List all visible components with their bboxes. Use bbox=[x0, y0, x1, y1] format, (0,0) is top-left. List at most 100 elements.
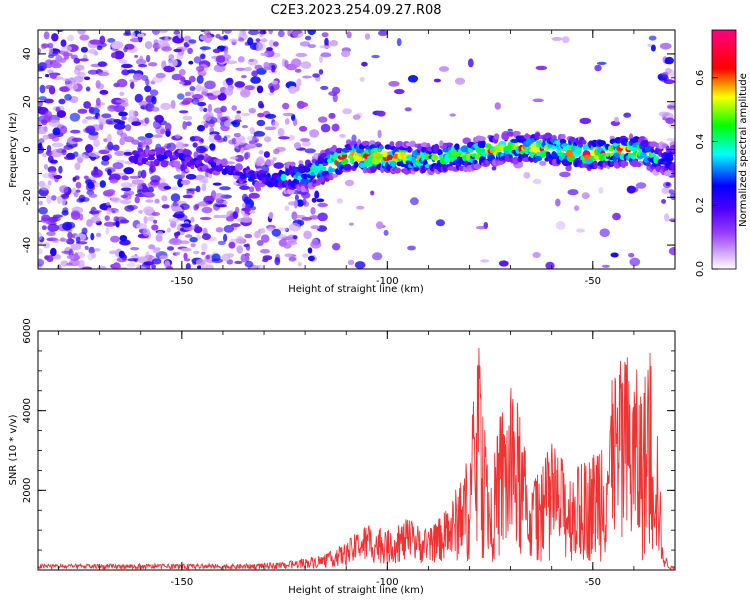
noise-blob bbox=[175, 141, 185, 150]
noise-blob bbox=[154, 48, 158, 52]
noise-blob bbox=[244, 260, 254, 268]
noise-blob bbox=[243, 213, 249, 219]
ridge-blob bbox=[480, 140, 486, 148]
noise-blob bbox=[262, 255, 273, 261]
noise-blob bbox=[321, 32, 329, 38]
noise-blob bbox=[659, 42, 672, 50]
noise-blob bbox=[103, 138, 109, 143]
noise-blob bbox=[244, 255, 250, 263]
ridge-blob bbox=[496, 160, 504, 165]
noise-blob bbox=[38, 248, 43, 255]
noise-blob bbox=[38, 206, 48, 215]
noise-blob bbox=[43, 31, 50, 40]
noise-blob bbox=[137, 170, 142, 178]
noise-blob bbox=[113, 50, 125, 60]
noise-blob bbox=[224, 87, 234, 96]
noise-blob bbox=[223, 225, 234, 233]
noise-blob bbox=[272, 120, 279, 129]
noise-blob bbox=[648, 35, 657, 41]
noise-blob bbox=[190, 216, 195, 223]
noise-blob bbox=[160, 128, 166, 135]
noise-blob bbox=[56, 30, 64, 33]
noise-blob bbox=[324, 37, 329, 47]
noise-blob bbox=[320, 52, 332, 58]
ridge-blob bbox=[320, 166, 327, 171]
noise-blob bbox=[301, 141, 311, 147]
noise-blob bbox=[49, 73, 57, 79]
noise-blob bbox=[44, 164, 48, 170]
ridge-blob bbox=[523, 134, 532, 139]
noise-blob bbox=[145, 251, 150, 259]
noise-blob bbox=[251, 70, 258, 77]
noise-blob bbox=[74, 162, 81, 171]
noise-blob bbox=[84, 76, 91, 81]
ridge-blob bbox=[477, 136, 486, 142]
noise-blob bbox=[131, 139, 140, 145]
noise-blob bbox=[658, 74, 669, 83]
noise-blob bbox=[433, 78, 441, 83]
noise-blob bbox=[118, 111, 128, 117]
noise-blob bbox=[223, 34, 229, 40]
noise-blob bbox=[40, 119, 48, 126]
noise-blob bbox=[151, 224, 159, 231]
noise-blob bbox=[85, 116, 94, 120]
noise-blob bbox=[185, 121, 192, 126]
noise-blob bbox=[241, 125, 249, 129]
noise-blob bbox=[99, 89, 109, 95]
noise-blob bbox=[48, 119, 61, 127]
noise-blob bbox=[245, 143, 257, 149]
noise-blob bbox=[195, 258, 206, 266]
noise-blob bbox=[231, 105, 237, 111]
noise-blob bbox=[248, 108, 256, 114]
noise-blob bbox=[394, 88, 405, 95]
noise-blob bbox=[264, 126, 276, 131]
noise-blob bbox=[314, 190, 320, 199]
noise-blob bbox=[664, 56, 674, 65]
noise-blob bbox=[44, 59, 54, 69]
noise-blob bbox=[205, 254, 210, 260]
noise-blob bbox=[166, 142, 177, 152]
noise-blob bbox=[223, 47, 229, 55]
ridge-blob bbox=[324, 157, 329, 164]
noise-blob bbox=[303, 230, 312, 240]
noise-blob bbox=[302, 198, 307, 206]
noise-blob bbox=[312, 73, 320, 78]
ridge-blob bbox=[395, 141, 402, 147]
noise-blob bbox=[161, 195, 168, 202]
noise-blob bbox=[238, 37, 245, 42]
noise-blob bbox=[55, 55, 63, 63]
noise-blob bbox=[668, 189, 675, 195]
noise-blob bbox=[196, 65, 205, 72]
noise-blob bbox=[494, 102, 501, 110]
noise-blob bbox=[55, 106, 61, 113]
noise-blob bbox=[197, 101, 207, 107]
noise-blob bbox=[112, 144, 120, 151]
noise-blob bbox=[302, 253, 309, 258]
noise-blob bbox=[407, 75, 419, 83]
noise-blob bbox=[118, 250, 125, 259]
noise-blob bbox=[166, 246, 175, 251]
noise-blob bbox=[42, 173, 53, 179]
ridge-blob bbox=[432, 153, 437, 161]
noise-blob bbox=[67, 83, 79, 91]
noise-blob bbox=[119, 91, 125, 97]
noise-blob bbox=[61, 210, 69, 216]
figure-title: C2E3.2023.254.09.27.R08 bbox=[270, 3, 441, 18]
ridge-blob bbox=[300, 185, 306, 193]
noise-blob bbox=[596, 61, 607, 65]
noise-blob bbox=[271, 228, 281, 237]
ridge-blob bbox=[472, 159, 478, 165]
noise-blob bbox=[176, 93, 185, 100]
noise-blob bbox=[155, 72, 166, 79]
noise-blob bbox=[245, 204, 251, 209]
noise-blob bbox=[662, 181, 672, 189]
spectrogram-field bbox=[38, 30, 675, 269]
ridge-blob bbox=[508, 154, 513, 159]
noise-blob bbox=[320, 123, 331, 133]
noise-blob bbox=[96, 83, 105, 90]
noise-blob bbox=[296, 100, 305, 109]
noise-blob bbox=[52, 214, 64, 218]
noise-blob bbox=[209, 143, 216, 151]
noise-blob bbox=[271, 80, 279, 85]
noise-blob bbox=[188, 39, 197, 44]
